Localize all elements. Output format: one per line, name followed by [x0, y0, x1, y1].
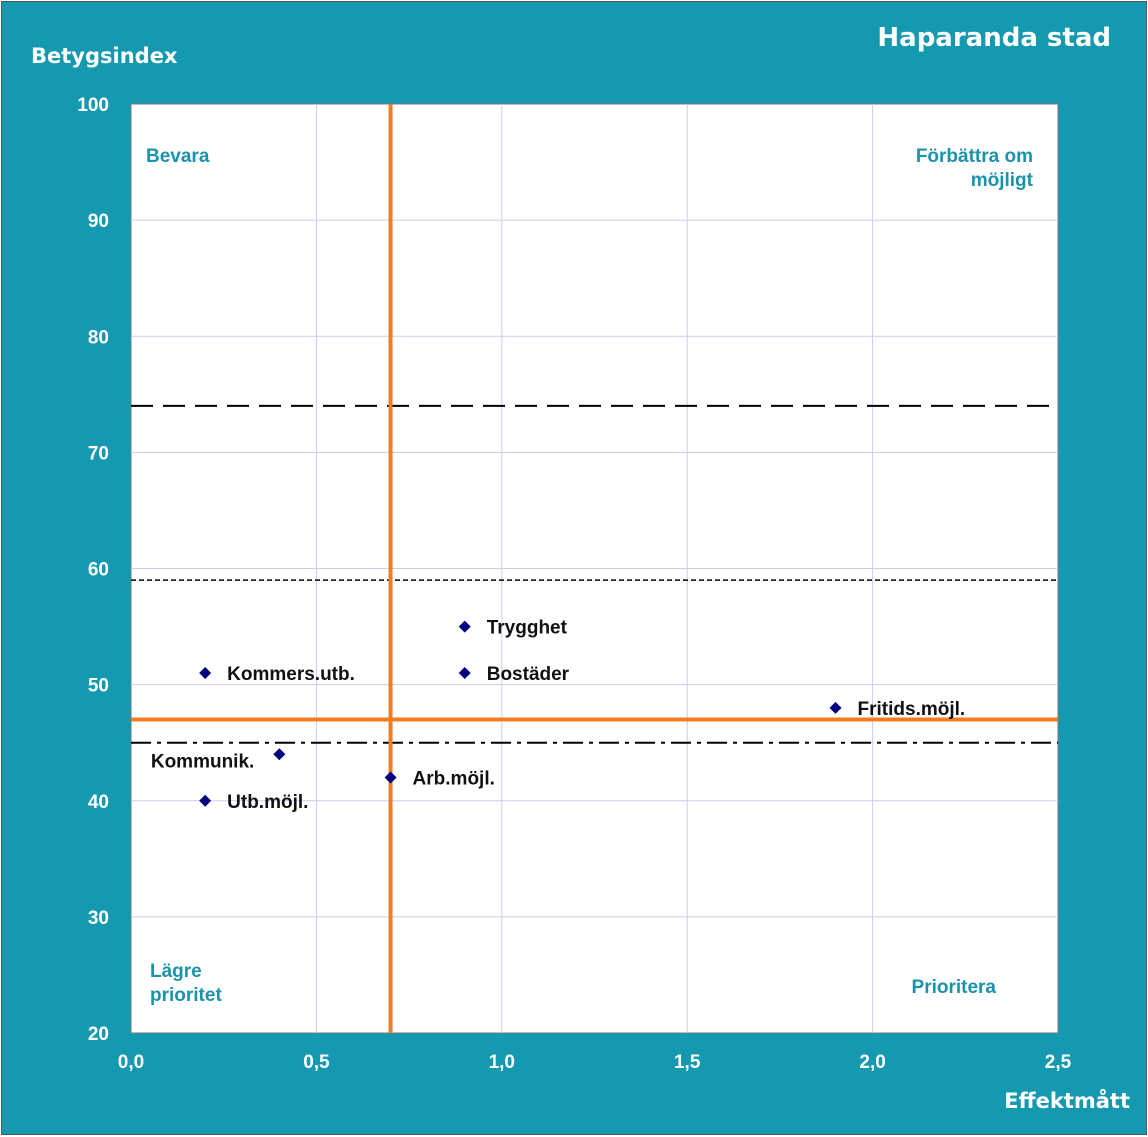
quadrant-label-bottom-right: Prioritera	[912, 977, 997, 998]
point-label: Kommers.utb.	[227, 664, 355, 685]
point-label: Fritids.möjl.	[858, 699, 966, 720]
x-tick-label: 2,0	[859, 1052, 885, 1073]
y-tick-label: 50	[88, 676, 109, 697]
gridlines	[131, 104, 1058, 1033]
data-point	[458, 667, 471, 680]
axis-ticks: 0,0 0,5 1,0 1,5 2,0 2,5 20 30 40 50 60 70 80 90 100	[77, 95, 1071, 1073]
x-tick-label: 0,5	[303, 1052, 330, 1073]
chart-title: Haparanda stad	[877, 23, 1111, 53]
y-tick-label: 80	[88, 327, 109, 348]
data-point	[829, 701, 842, 714]
point-label: Bostäder	[487, 664, 570, 685]
reference-lines	[131, 104, 1058, 1033]
data-point	[199, 794, 212, 807]
point-label: Utb.möjl.	[227, 792, 308, 813]
y-tick-label: 20	[88, 1024, 109, 1045]
data-point	[273, 748, 286, 761]
x-tick-label: 1,5	[674, 1052, 701, 1073]
data-point	[199, 667, 212, 680]
x-axis-label: Effektmått	[1004, 1088, 1130, 1113]
y-tick-label: 70	[88, 443, 109, 464]
quadrant-label-top-right: Förbättra om möjligt	[916, 146, 1034, 191]
y-axis-label: Betygsindex	[31, 44, 178, 68]
x-tick-label: 1,0	[489, 1052, 515, 1073]
x-tick-label: 2,5	[1045, 1052, 1072, 1073]
x-tick-label: 0,0	[118, 1052, 144, 1073]
point-label: Kommunik.	[151, 751, 254, 772]
data-point	[384, 771, 397, 784]
y-tick-label: 60	[88, 560, 109, 581]
y-tick-label: 90	[88, 211, 109, 232]
quadrant-label-bottom-left: Lägre prioritet	[150, 961, 222, 1006]
y-tick-label: 40	[88, 792, 109, 813]
data-point	[458, 620, 471, 633]
point-label: Arb.möjl.	[413, 769, 495, 790]
y-tick-label: 100	[77, 95, 109, 116]
y-tick-label: 30	[88, 908, 109, 929]
quadrant-label-top-left: Bevara	[146, 146, 210, 167]
quadrant-labels: Bevara Förbättra om möjligt Lägre prioritet P…	[146, 146, 1034, 1006]
data-points: Trygghet Bostäder Kommers.utb. Fritids.möjl…	[151, 618, 965, 813]
point-label: Trygghet	[487, 618, 568, 639]
